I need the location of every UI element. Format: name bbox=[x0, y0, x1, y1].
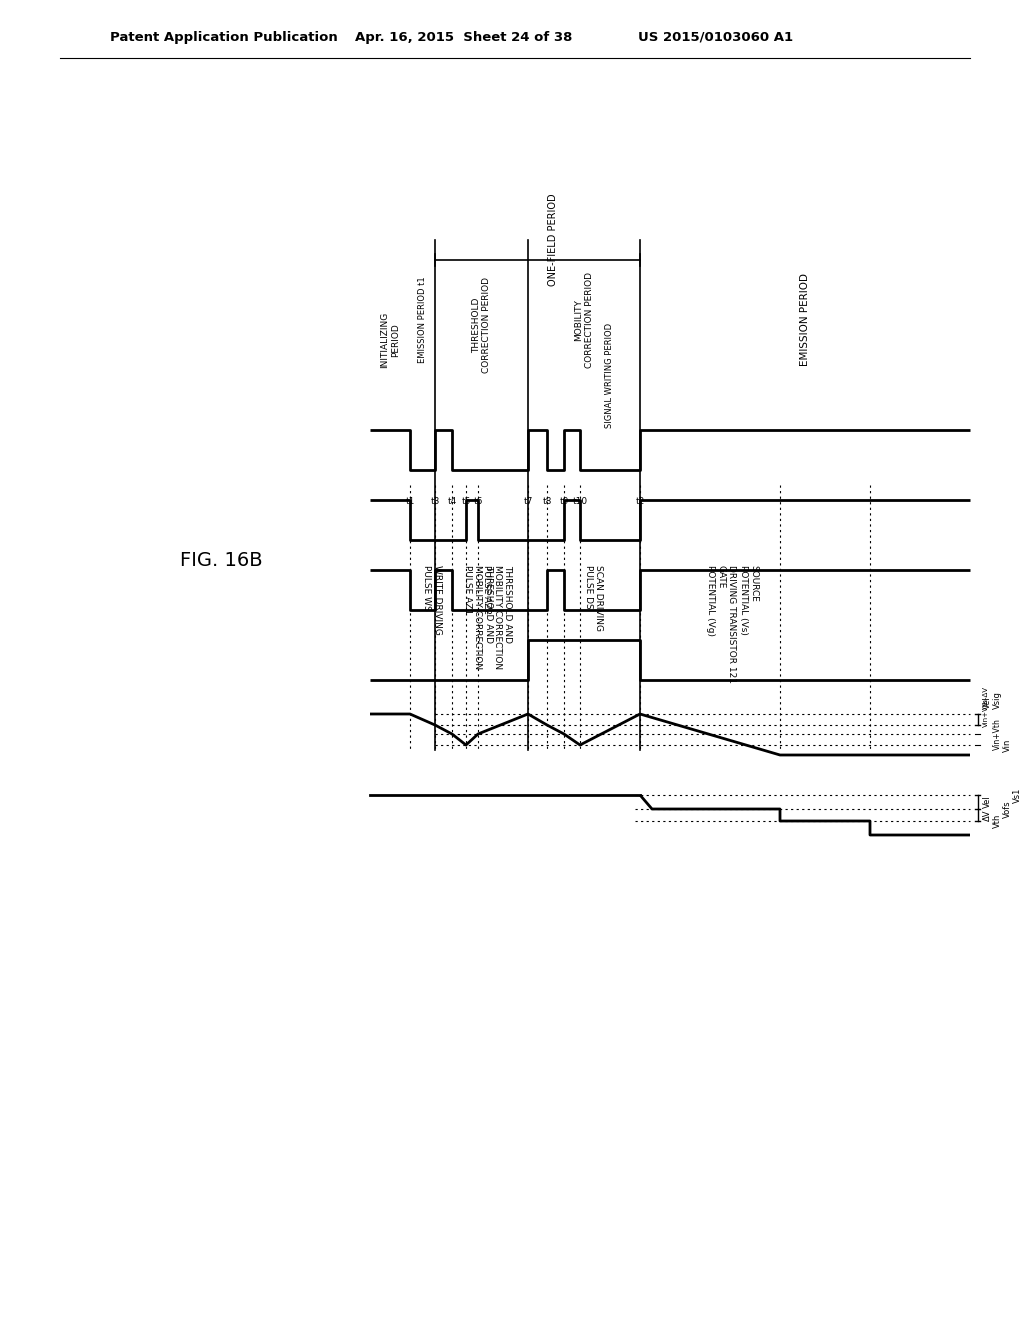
Text: t7: t7 bbox=[523, 498, 532, 506]
Text: Vs1: Vs1 bbox=[1013, 787, 1022, 803]
Text: WRITE DRIVING
PULSE WS: WRITE DRIVING PULSE WS bbox=[423, 565, 442, 635]
Text: Vin+Vth: Vin+Vth bbox=[993, 718, 1002, 750]
Text: Vsig: Vsig bbox=[993, 692, 1002, 709]
Text: SIGNAL WRITING PERIOD: SIGNAL WRITING PERIOD bbox=[605, 322, 614, 428]
Text: US 2015/0103060 A1: US 2015/0103060 A1 bbox=[638, 30, 794, 44]
Text: DRIVING TRANSISTOR 121
GATE
POTENTIAL (Vg): DRIVING TRANSISTOR 121 GATE POTENTIAL (V… bbox=[706, 565, 736, 682]
Text: THRESHOLD AND
MOBILITY CORRECTION
PULSE AZ2: THRESHOLD AND MOBILITY CORRECTION PULSE … bbox=[482, 565, 512, 669]
Text: INITIALIZING
PERIOD: INITIALIZING PERIOD bbox=[380, 312, 399, 368]
Text: ΔV: ΔV bbox=[983, 809, 992, 821]
Text: t9: t9 bbox=[559, 498, 568, 506]
Text: ONE-FIELD PERIOD: ONE-FIELD PERIOD bbox=[548, 194, 557, 286]
Text: Apr. 16, 2015  Sheet 24 of 38: Apr. 16, 2015 Sheet 24 of 38 bbox=[355, 30, 572, 44]
Text: EMISSION PERIOD: EMISSION PERIOD bbox=[800, 273, 810, 367]
Text: t4: t4 bbox=[447, 498, 457, 506]
Text: t5: t5 bbox=[462, 498, 471, 506]
Text: Vth: Vth bbox=[993, 814, 1002, 828]
Text: t10: t10 bbox=[572, 498, 588, 506]
Text: MOBILITY
CORRECTION PERIOD: MOBILITY CORRECTION PERIOD bbox=[574, 272, 594, 368]
Text: SOURCE
POTENTIAL (Vs): SOURCE POTENTIAL (Vs) bbox=[739, 565, 759, 635]
Text: EMISSION PERIOD t1: EMISSION PERIOD t1 bbox=[418, 277, 427, 363]
Text: t2: t2 bbox=[635, 498, 645, 506]
Text: SCAN DRIVING
PULSE DS: SCAN DRIVING PULSE DS bbox=[584, 565, 603, 631]
Text: Vin+Vth-ΔV: Vin+Vth-ΔV bbox=[983, 686, 989, 727]
Text: Patent Application Publication: Patent Application Publication bbox=[110, 30, 338, 44]
Text: THRESHOLD AND
MOBILITY CORRECTION
PULSE AZ1: THRESHOLD AND MOBILITY CORRECTION PULSE … bbox=[463, 565, 493, 669]
Text: t3: t3 bbox=[430, 498, 439, 506]
Text: t1: t1 bbox=[406, 498, 415, 506]
Text: Vofs: Vofs bbox=[1002, 800, 1012, 818]
Text: Vel: Vel bbox=[983, 796, 992, 808]
Text: t6: t6 bbox=[473, 498, 482, 506]
Text: FIG. 16B: FIG. 16B bbox=[180, 550, 262, 569]
Text: THRESHOLD
CORRECTION PERIOD: THRESHOLD CORRECTION PERIOD bbox=[472, 277, 492, 374]
Text: Vel: Vel bbox=[983, 696, 992, 709]
Text: t8: t8 bbox=[543, 498, 552, 506]
Text: Vin: Vin bbox=[1002, 738, 1012, 751]
